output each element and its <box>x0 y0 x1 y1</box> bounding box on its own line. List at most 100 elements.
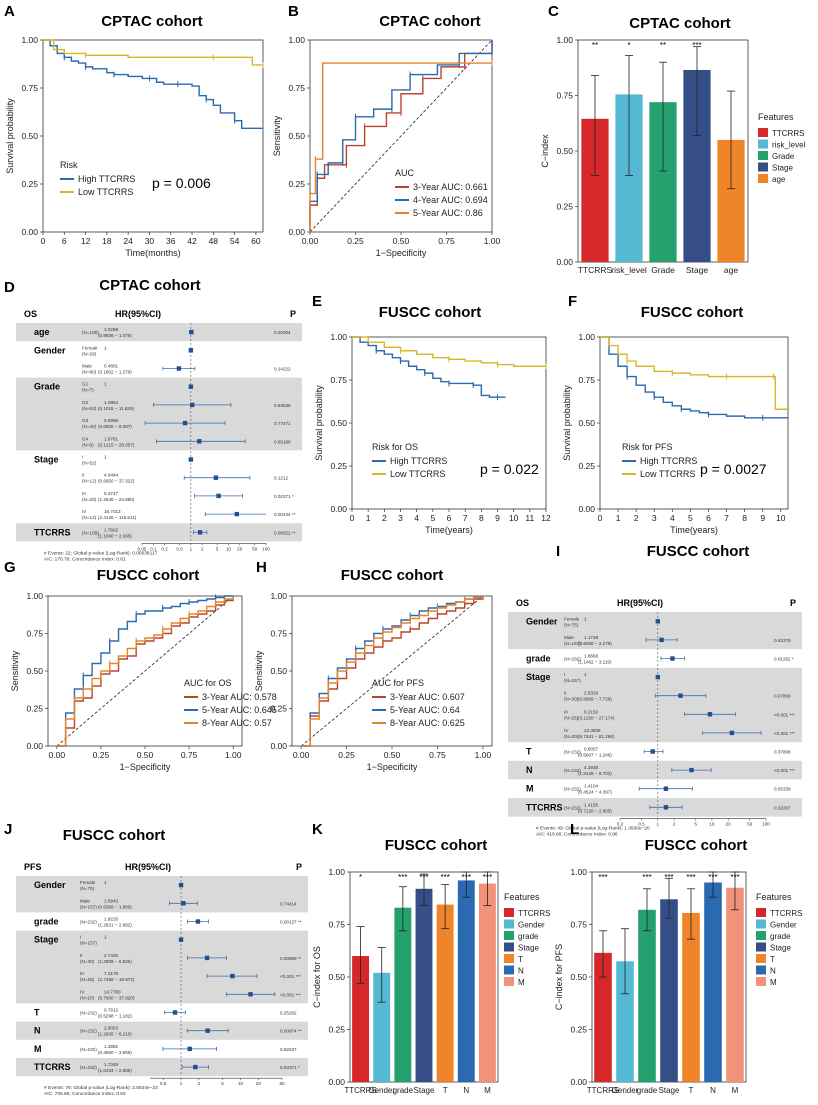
x-tick-label: 0.75 <box>429 750 446 760</box>
y-tick-label: 1.00 <box>270 591 287 601</box>
legend-label: grade <box>770 932 791 941</box>
forest-level-label: G4 <box>82 436 89 441</box>
forest-n-label: (N=20) <box>80 995 95 1000</box>
forest-n-label: (N=232) <box>80 1065 97 1070</box>
panel-letter-E: E <box>312 293 322 310</box>
forest-hr-value: 23.3938 <box>584 728 601 733</box>
forest-hr-value: 1 <box>104 880 107 885</box>
series-line-A-1 <box>43 39 263 66</box>
forest-p-value: 0.07809 <box>774 694 791 699</box>
x-category-label: grade <box>637 1086 658 1095</box>
forest-hr-value: 4.6444 <box>104 473 118 478</box>
p-value-A: p = 0.006 <box>152 175 211 191</box>
forest-header-var: PFS <box>24 862 42 872</box>
forest-p-value: 0.77471 <box>274 421 291 426</box>
x-tick-label: 3 <box>652 513 657 523</box>
forest-hr-value: 1.3982 <box>104 1044 118 1049</box>
forest-n-label: (N=80) <box>82 370 97 375</box>
series-line-F-1 <box>600 336 788 410</box>
forest-footer-line: AIC: 410.66; Concordance Index: 0.86 <box>536 832 618 838</box>
x-tick-label: 48 <box>209 236 219 246</box>
x-tick-label: 4 <box>670 513 675 523</box>
y-axis-label-B: Sensitivity <box>272 115 282 156</box>
y-tick-label: 0.50 <box>578 418 595 428</box>
series-line-F-0 <box>600 336 788 419</box>
forest-p-value: <0.001 *** <box>774 731 795 736</box>
x-tick-label: 2 <box>634 513 639 523</box>
legend-label: Stage <box>772 164 793 173</box>
forest-variable-label: N <box>526 765 533 775</box>
x-tick-label: 54 <box>230 236 240 246</box>
plot-frame-F <box>599 336 789 510</box>
series-line-B-1 <box>309 40 493 232</box>
legend-label: Stage <box>770 944 791 953</box>
forest-ci-value: (1.2821 − 2.882) <box>98 923 132 928</box>
forest-hr-point <box>234 511 240 517</box>
p-value-E: p = 0.022 <box>480 461 539 477</box>
legend-swatch <box>758 162 768 172</box>
forest-ci-value: (2.7458 − 18.972) <box>98 977 135 982</box>
series-line-B-0 <box>309 40 493 232</box>
legend-label: Stage <box>518 944 539 953</box>
forest-hr-point <box>189 329 194 335</box>
x-tick-label: 0.75 <box>181 750 198 760</box>
forest-hr-point <box>193 1064 198 1070</box>
forest-ci-value: (0.6369 − 1.880) <box>98 904 132 909</box>
forest-ci-value: (0.0605 − 8.087) <box>98 424 132 429</box>
y-tick-label: 0.25 <box>270 704 287 714</box>
forest-x-tick-label: 100 <box>762 822 770 827</box>
panel-title-A: CPTAC cohort <box>101 13 202 30</box>
panel-letter-H: H <box>256 559 267 576</box>
forest-hr-point <box>178 882 184 888</box>
y-axis-label-F: Survival probability <box>562 385 572 461</box>
forest-ci-value: (0.5607 − 1.246) <box>578 753 612 758</box>
x-category-label: N <box>463 1086 469 1095</box>
legend-swatch <box>756 977 766 986</box>
forest-hr-point <box>172 1010 178 1015</box>
forest-x-tick-label: 50 <box>252 546 258 551</box>
forest-variable-label: T <box>34 1008 40 1018</box>
forest-hr-point <box>190 402 195 408</box>
forest-variable-label: M <box>34 1044 42 1054</box>
forest-level-label: Female <box>80 880 96 885</box>
forest-x-tick-label: 10 <box>226 546 232 551</box>
forest-hr-value: 2.6329 <box>584 691 598 696</box>
legend-label: 4-Year AUC: 0.694 <box>413 195 488 205</box>
y-tick-label: 0.00 <box>328 1077 345 1087</box>
forest-n-label: (N=7) <box>82 388 94 393</box>
forest-x-tick-label: 0.5 <box>176 546 183 551</box>
bar-L-5 <box>704 882 722 1082</box>
forest-n-label: (N=30) <box>564 697 579 702</box>
x-category-label: Stage <box>686 265 708 275</box>
legend-label: Low TTCRRS <box>390 469 445 479</box>
reference-diagonal <box>309 39 493 233</box>
legend-swatch <box>504 965 514 975</box>
forest-hr-point <box>729 730 735 736</box>
y-axis-label-A: Survival probability <box>5 98 15 174</box>
x-category-label: Stage <box>414 1086 435 1095</box>
forest-ci-value: (6.7341 − 81.266) <box>578 734 615 739</box>
panel-letter-K: K <box>312 821 323 838</box>
forest-n-label: (N=75) <box>564 622 579 627</box>
forest-p-value: 0.52637 <box>280 1047 297 1052</box>
significance-mark: * <box>627 41 630 50</box>
forest-p-value: 0.25262 <box>280 1011 297 1016</box>
forest-variable-label: T <box>526 747 532 757</box>
forest-header-hr: HR(95%CI) <box>125 862 171 872</box>
forest-level-label: I <box>82 455 83 460</box>
y-tick-label: 0.25 <box>330 461 347 471</box>
legend-swatch <box>758 151 768 160</box>
x-category-label: Stage <box>659 1086 680 1095</box>
y-tick-label: 0.00 <box>288 227 305 237</box>
forest-ci-value: (1.2909 − 5.826) <box>98 959 132 964</box>
forest-level-label: II <box>80 953 83 958</box>
x-tick-label: 0.00 <box>49 750 66 760</box>
forest-hr-value: 1.4104 <box>584 784 598 789</box>
significance-mark: *** <box>664 873 673 882</box>
forest-n-label: (N=157) <box>80 904 97 909</box>
forest-variable-label: TTCRRS <box>34 1062 71 1072</box>
significance-mark: *** <box>440 873 449 882</box>
series-line-G-1 <box>56 595 234 747</box>
x-tick-label: 42 <box>187 236 197 246</box>
